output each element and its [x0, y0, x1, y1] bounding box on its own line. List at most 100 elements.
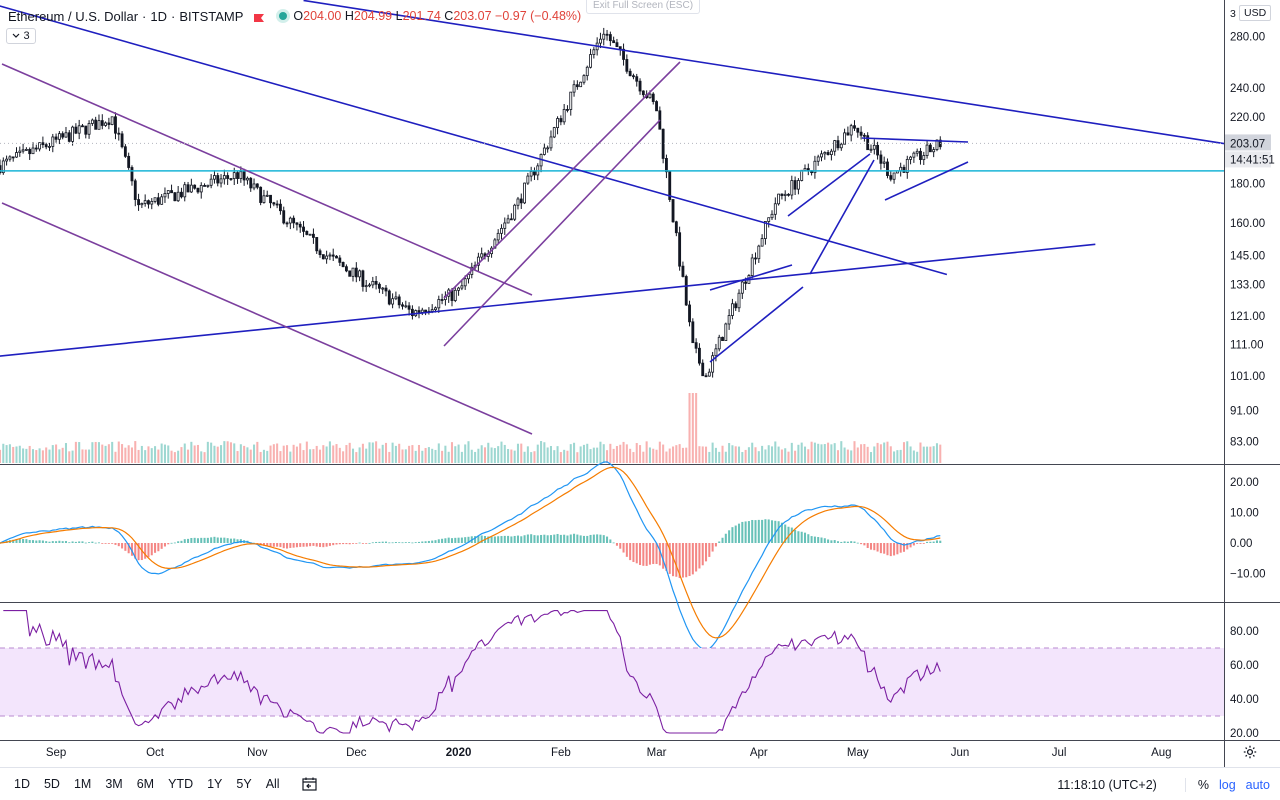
volume-bar [286, 445, 289, 463]
candlestick-series [0, 27, 942, 378]
candle-body [727, 315, 731, 325]
candle-body [77, 125, 81, 134]
interval-label[interactable]: 1D [150, 8, 168, 24]
chart-canvas[interactable]: 280.00 240.00 220.00 180.00 160.00 145.00 133.… [0, 0, 1280, 767]
volume-bar [840, 441, 843, 463]
range-ytd[interactable]: YTD [168, 777, 194, 791]
range-3m[interactable]: 3M [105, 777, 123, 791]
volume-bar [48, 449, 51, 463]
candle-body [681, 265, 685, 277]
channel-line [1, 202, 533, 435]
volume-bar [295, 446, 298, 463]
macd-histogram-bar [299, 543, 302, 547]
macd-histogram-bar [292, 543, 295, 548]
flag-icon[interactable] [253, 11, 265, 22]
candle-body [833, 140, 837, 152]
macd-histogram-bar [846, 541, 849, 543]
wedge-line [809, 159, 875, 275]
volume-bar [216, 446, 219, 463]
volume-bar [97, 442, 100, 463]
candle-body [566, 108, 569, 111]
volume-bar [853, 441, 856, 463]
candle-body [90, 119, 94, 124]
macd-histogram-bar [840, 541, 843, 543]
candle-body [496, 232, 500, 241]
macd-histogram-bar [632, 543, 635, 562]
volume-bar [345, 445, 348, 463]
gear-icon[interactable] [1243, 745, 1257, 759]
exit-fullscreen-button[interactable]: Exit Full Screen (ESC) [586, 0, 701, 14]
macd-histogram-bar [929, 541, 932, 543]
range-1y[interactable]: 1Y [207, 777, 223, 791]
macd-histogram-bar [827, 539, 830, 543]
indicator-collapse-button[interactable]: 3 [6, 28, 36, 44]
candle-body [915, 150, 919, 154]
candle-body [21, 149, 25, 152]
volume-bar [338, 447, 341, 463]
macd-histogram-bar [51, 541, 54, 543]
volume-bar [361, 443, 364, 463]
range-5y[interactable]: 5Y [236, 777, 252, 791]
range-5d[interactable]: 5D [43, 777, 60, 791]
volume-bar [454, 446, 457, 463]
range-all[interactable]: All [265, 777, 280, 791]
range-1m[interactable]: 1M [73, 777, 92, 791]
volume-bar [342, 451, 345, 463]
macd-histogram-bar [523, 535, 526, 543]
candle-body [476, 256, 480, 266]
volume-bar [714, 447, 717, 463]
volume-bar [926, 446, 929, 463]
candle-body [777, 193, 781, 205]
calendar-goto-icon[interactable] [301, 777, 318, 791]
volume-bar [497, 446, 500, 463]
candle-body [38, 142, 42, 150]
macd-histogram-bar [635, 543, 638, 564]
macd-histogram-bar [286, 543, 289, 549]
candle-body [760, 238, 764, 247]
candle-body [163, 193, 167, 198]
pennant-line [884, 161, 969, 201]
macd-histogram-bar [210, 537, 213, 543]
volume-bar [384, 442, 388, 463]
price-tick-label: 133.00 [1230, 279, 1265, 291]
macd-histogram-bar [513, 535, 516, 543]
macd-histogram-bar [493, 536, 496, 543]
auto-toggle[interactable]: auto [1245, 777, 1270, 792]
macd-histogram-bar [833, 540, 836, 543]
candle-body [318, 250, 322, 256]
volume-bar [695, 393, 698, 463]
volume-bar [210, 442, 213, 463]
candle-body [882, 161, 886, 164]
macd-histogram-bar [18, 539, 21, 543]
macd-histogram-bar [371, 542, 374, 544]
candle-body [368, 284, 371, 287]
percent-toggle[interactable]: % [1184, 777, 1209, 792]
candle-body [608, 34, 612, 42]
macd-histogram-bar [417, 541, 421, 543]
range-6m[interactable]: 6M [136, 777, 155, 791]
macd-histogram-bar [193, 537, 196, 543]
candle-body [196, 187, 200, 193]
volume-bar [648, 447, 651, 463]
volume-bar [886, 441, 889, 463]
range-1d[interactable]: 1D [14, 777, 30, 791]
macd-histogram-bar [510, 536, 513, 543]
macd-histogram-bar [540, 534, 543, 543]
volume-bar [922, 446, 925, 463]
clock-timezone[interactable]: 11:18:10 (UTC+2) [1057, 777, 1157, 792]
candle-body [628, 70, 632, 77]
volume-bar [510, 449, 513, 463]
volume-bar [104, 445, 107, 463]
macd-histogram-bar [896, 543, 899, 555]
symbol-name[interactable]: Ethereum / U.S. Dollar [8, 8, 139, 24]
candle-body [529, 171, 533, 177]
volume-bar [516, 443, 519, 463]
volume-bar [688, 393, 691, 463]
macd-histogram-bar [325, 543, 328, 547]
volume-bar [282, 445, 285, 463]
log-toggle[interactable]: log [1218, 777, 1236, 792]
currency-lead: 3 [1230, 8, 1236, 20]
volume-bar [259, 451, 262, 463]
currency-button[interactable]: USD [1239, 5, 1272, 21]
volume-bar [770, 446, 774, 463]
